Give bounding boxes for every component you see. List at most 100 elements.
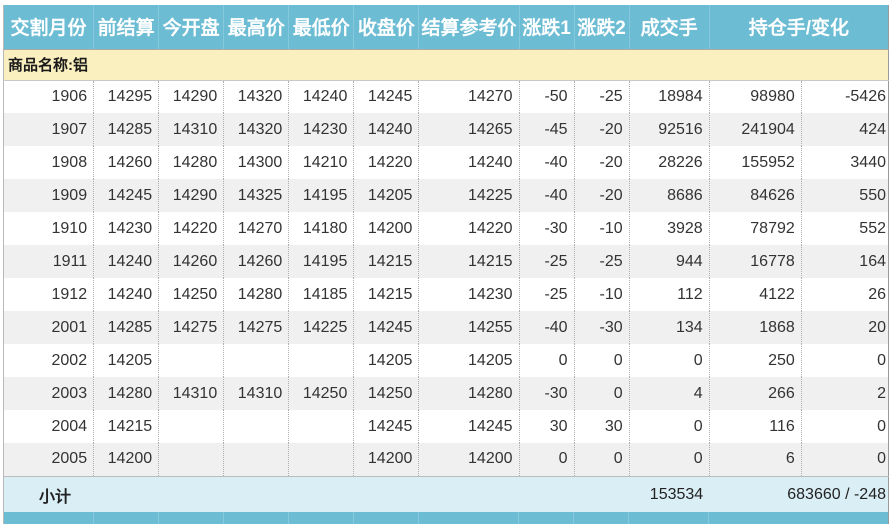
cell-open-interest: 155952 bbox=[709, 146, 802, 179]
cell-close: 14205 bbox=[353, 179, 420, 212]
cell-oi-change: 20 bbox=[801, 311, 889, 344]
cell-volume: 3928 bbox=[629, 212, 710, 245]
cell-change2: -30 bbox=[574, 311, 630, 344]
cell-close: 14215 bbox=[353, 245, 420, 278]
cell-settle-ref: 14200 bbox=[418, 443, 520, 476]
cell-open: 14290 bbox=[158, 80, 225, 113]
table-row[interactable]: 1909 14245 14290 14325 14195 14205 14225 -40 -20… bbox=[3, 179, 889, 212]
cell-high: 14270 bbox=[223, 212, 290, 245]
cell-prev-settle: 14280 bbox=[93, 377, 160, 410]
futures-quote-table: 交割月份 前结算 今开盘 最高价 最低价 收盘价 结算参考价 涨跌1 涨跌2 成… bbox=[3, 5, 889, 515]
cell-open-interest: 16778 bbox=[709, 245, 802, 278]
column-header-low[interactable]: 最低价 bbox=[288, 5, 355, 50]
cell-open bbox=[158, 443, 225, 476]
cell-volume: 8686 bbox=[629, 179, 710, 212]
cell-open-interest: 78792 bbox=[709, 212, 802, 245]
table-row[interactable]: 2004 14215 14245 14245 30 30 0 116 0 bbox=[3, 410, 889, 443]
cell-low: 14230 bbox=[288, 113, 355, 146]
table-row[interactable]: 1908 14260 14280 14300 14210 14220 14240 -40 -20… bbox=[3, 146, 889, 179]
table-header: 交割月份 前结算 今开盘 最高价 最低价 收盘价 结算参考价 涨跌1 涨跌2 成… bbox=[3, 5, 889, 50]
cell-settle-ref: 14220 bbox=[418, 212, 520, 245]
cell-change1: -40 bbox=[519, 179, 575, 212]
strip-segment bbox=[709, 512, 888, 524]
cell-low bbox=[288, 443, 355, 476]
cell-close: 14200 bbox=[353, 443, 420, 476]
cell-change2: -25 bbox=[574, 245, 630, 278]
cell-prev-settle: 14205 bbox=[93, 344, 160, 377]
cell-open: 14220 bbox=[158, 212, 225, 245]
cell-low: 14240 bbox=[288, 80, 355, 113]
cell-close: 14200 bbox=[353, 212, 420, 245]
subtotal-row: 小计 153534 683660 / -248 bbox=[3, 475, 889, 515]
cell-high: 14320 bbox=[223, 113, 290, 146]
column-header-volume[interactable]: 成交手 bbox=[629, 5, 710, 50]
table-row[interactable]: 2001 14285 14275 14275 14225 14245 14255 -40 -30… bbox=[3, 311, 889, 344]
cell-low bbox=[288, 344, 355, 377]
table-row[interactable]: 2005 14200 14200 14200 0 0 0 6 0 bbox=[3, 443, 889, 476]
cell-oi-change: 2 bbox=[801, 377, 889, 410]
cell-low bbox=[288, 410, 355, 443]
table-row[interactable]: 2002 14205 14205 14205 0 0 0 250 0 bbox=[3, 344, 889, 377]
cell-oi-change: 552 bbox=[801, 212, 889, 245]
cell-month: 1912 bbox=[3, 278, 95, 311]
cell-prev-settle: 14295 bbox=[93, 80, 160, 113]
cell-open: 14310 bbox=[158, 377, 225, 410]
table-row[interactable]: 1910 14230 14220 14270 14180 14200 14220 -30 -10… bbox=[3, 212, 889, 245]
cell-open-interest: 116 bbox=[709, 410, 802, 443]
strip-segment bbox=[574, 512, 629, 524]
cell-change1: -40 bbox=[519, 146, 575, 179]
subtotal-open-interest: 683660 / -248 bbox=[709, 475, 889, 515]
cell-high: 14260 bbox=[223, 245, 290, 278]
column-header-close[interactable]: 收盘价 bbox=[353, 5, 420, 50]
column-header-change2[interactable]: 涨跌2 bbox=[574, 5, 630, 50]
table-row[interactable]: 1906 14295 14290 14320 14240 14245 14270 -50 -25… bbox=[3, 80, 889, 113]
column-header-high[interactable]: 最高价 bbox=[223, 5, 290, 50]
cell-prev-settle: 14215 bbox=[93, 410, 160, 443]
cell-oi-change: 0 bbox=[801, 344, 889, 377]
cell-settle-ref: 14280 bbox=[418, 377, 520, 410]
cell-open-interest: 241904 bbox=[709, 113, 802, 146]
cell-oi-change: 0 bbox=[801, 443, 889, 476]
cell-settle-ref: 14270 bbox=[418, 80, 520, 113]
table-row[interactable]: 2003 14280 14310 14310 14250 14250 14280 -30 0 4 2… bbox=[3, 377, 889, 410]
cell-volume: 4 bbox=[629, 377, 710, 410]
cell-low: 14180 bbox=[288, 212, 355, 245]
column-header-prev-settle[interactable]: 前结算 bbox=[93, 5, 160, 50]
cell-open bbox=[158, 410, 225, 443]
cell-open-interest: 250 bbox=[709, 344, 802, 377]
strip-segment bbox=[94, 512, 159, 524]
table-row[interactable]: 1912 14240 14250 14280 14185 14215 14230 -25 -10… bbox=[3, 278, 889, 311]
cell-settle-ref: 14255 bbox=[418, 311, 520, 344]
column-header-settle-ref[interactable]: 结算参考价 bbox=[418, 5, 520, 50]
cell-settle-ref: 14245 bbox=[418, 410, 520, 443]
cell-change2: 0 bbox=[574, 344, 630, 377]
cell-prev-settle: 14285 bbox=[93, 113, 160, 146]
product-group-label: 商品名称:铝 bbox=[3, 49, 889, 81]
table-row[interactable]: 1911 14240 14260 14260 14195 14215 14215 -25 -25… bbox=[3, 245, 889, 278]
column-header-month[interactable]: 交割月份 bbox=[3, 5, 95, 50]
cell-close: 14240 bbox=[353, 113, 420, 146]
column-header-change1[interactable]: 涨跌1 bbox=[519, 5, 575, 50]
column-header-open[interactable]: 今开盘 bbox=[158, 5, 225, 50]
cell-low: 14195 bbox=[288, 179, 355, 212]
strip-segment bbox=[419, 512, 519, 524]
cell-change2: -20 bbox=[574, 146, 630, 179]
table-row[interactable]: 1907 14285 14310 14320 14230 14240 14265 -45 -20… bbox=[3, 113, 889, 146]
cell-volume: 28226 bbox=[629, 146, 710, 179]
cell-volume: 92516 bbox=[629, 113, 710, 146]
cell-oi-change: 26 bbox=[801, 278, 889, 311]
cell-month: 2003 bbox=[3, 377, 95, 410]
cell-change2: 0 bbox=[574, 443, 630, 476]
column-header-open-interest[interactable]: 持仓手/变化 bbox=[709, 5, 889, 50]
cell-volume: 134 bbox=[629, 311, 710, 344]
cell-open-interest: 1868 bbox=[709, 311, 802, 344]
cell-open: 14310 bbox=[158, 113, 225, 146]
header-row: 交割月份 前结算 今开盘 最高价 最低价 收盘价 结算参考价 涨跌1 涨跌2 成… bbox=[3, 5, 889, 50]
strip-segment bbox=[4, 512, 94, 524]
cell-month: 2005 bbox=[3, 443, 95, 476]
cell-volume: 0 bbox=[629, 344, 710, 377]
cell-change1: 0 bbox=[519, 344, 575, 377]
cell-prev-settle: 14240 bbox=[93, 245, 160, 278]
cell-volume: 112 bbox=[629, 278, 710, 311]
table-footer: 小计 153534 683660 / -248 bbox=[3, 475, 889, 515]
